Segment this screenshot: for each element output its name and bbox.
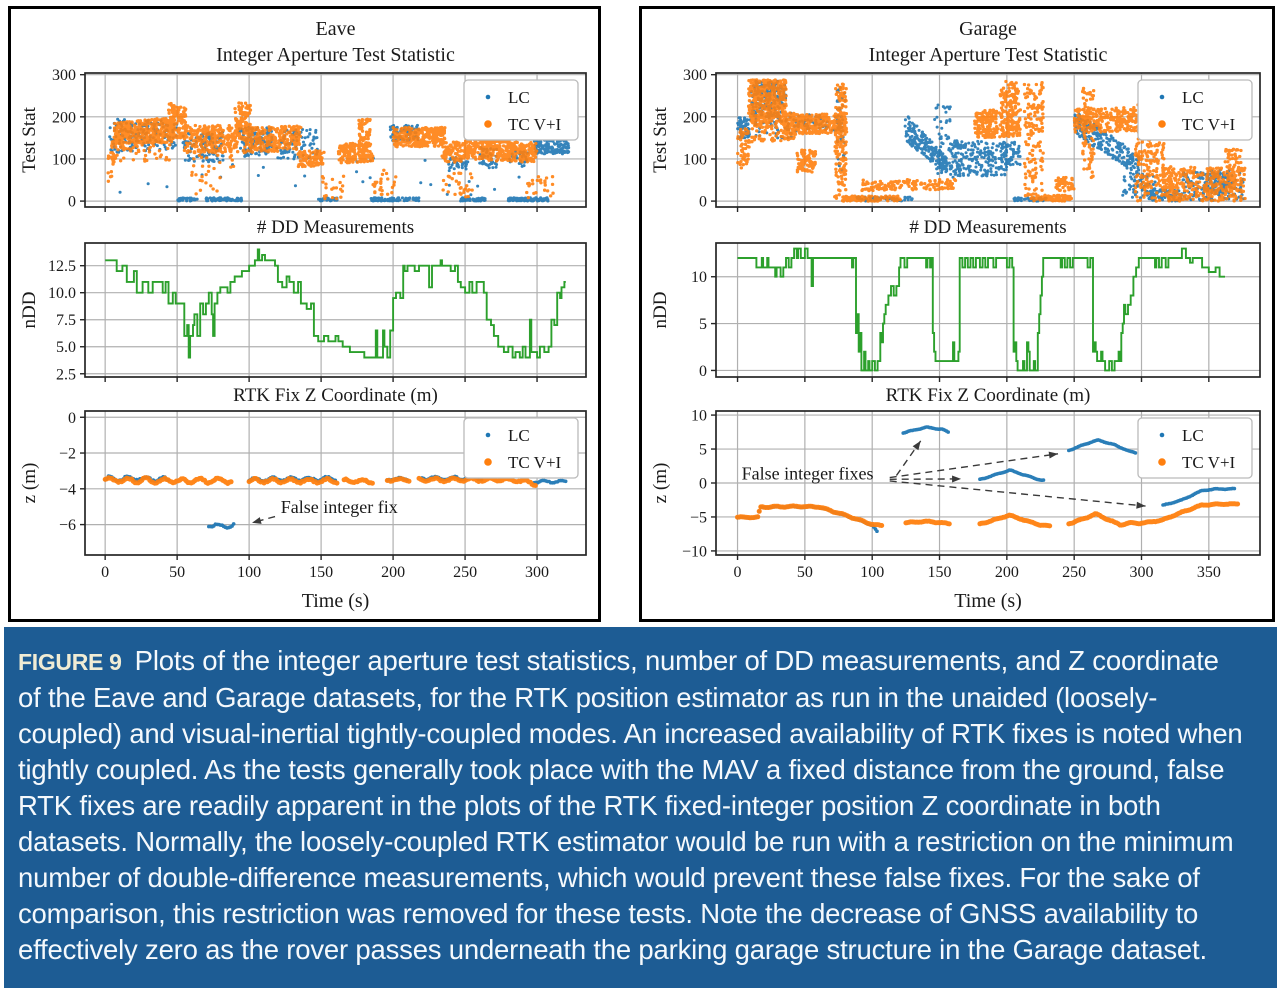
svg-text:5: 5 xyxy=(699,316,707,333)
chart-garage-test-stat: Garage Integer Aperture Test Statistic 0 10… xyxy=(650,18,1261,212)
svg-text:Time (s): Time (s) xyxy=(302,590,370,612)
svg-text:Test Stat: Test Stat xyxy=(19,106,40,172)
svg-text:0: 0 xyxy=(699,476,707,493)
svg-text:0: 0 xyxy=(734,564,742,581)
svg-text:150: 150 xyxy=(928,564,952,581)
svg-text:7.5: 7.5 xyxy=(56,312,76,329)
figure-caption: FIGURE 9 Plots of the integer aperture te… xyxy=(4,627,1277,988)
svg-text:0: 0 xyxy=(699,363,707,380)
svg-text:z (m): z (m) xyxy=(650,463,671,504)
svg-text:2.5: 2.5 xyxy=(56,366,76,383)
svg-text:# DD Measurements: # DD Measurements xyxy=(909,217,1066,238)
svg-text:250: 250 xyxy=(453,564,477,581)
svg-text:10: 10 xyxy=(691,269,707,286)
svg-text:Integer Aperture Test Statisti: Integer Aperture Test Statistic xyxy=(216,44,455,66)
svg-text:False integer fixes: False integer fixes xyxy=(742,464,874,484)
svg-text:LC: LC xyxy=(508,426,530,445)
svg-text:TC V+I: TC V+I xyxy=(508,115,562,134)
svg-text:350: 350 xyxy=(1197,564,1221,581)
svg-text:10: 10 xyxy=(691,408,707,425)
svg-text:5: 5 xyxy=(699,442,707,459)
svg-text:300: 300 xyxy=(52,67,76,84)
svg-text:300: 300 xyxy=(525,564,549,581)
svg-text:TC V+I: TC V+I xyxy=(1182,453,1236,472)
chart-eave-test-stat: Eave Integer Aperture Test Statistic 0 100 2… xyxy=(19,18,587,212)
svg-text:10.0: 10.0 xyxy=(48,285,76,302)
svg-text:Eave: Eave xyxy=(316,18,356,40)
caption-text: Plots of the integer aperture test stati… xyxy=(18,645,1243,965)
chart-garage-dd-measurements: # DD Measurements 0 5 10 nDD xyxy=(650,217,1261,382)
chart-eave-dd-measurements: # DD Measurements 2.5 5.0 7.5 10.0 12.5 nDD xyxy=(19,217,587,383)
svg-text:nDD: nDD xyxy=(650,292,671,329)
svg-text:0: 0 xyxy=(699,194,707,211)
svg-text:−4: −4 xyxy=(59,481,76,498)
svg-text:100: 100 xyxy=(683,151,707,168)
panel-eave: Eave Integer Aperture Test Statistic 0 100 2… xyxy=(8,6,601,622)
svg-text:0: 0 xyxy=(68,410,76,427)
svg-text:0: 0 xyxy=(101,564,109,581)
svg-text:300: 300 xyxy=(1130,564,1154,581)
svg-text:50: 50 xyxy=(169,564,185,581)
svg-text:12.5: 12.5 xyxy=(48,258,76,275)
svg-text:nDD: nDD xyxy=(19,292,40,329)
svg-text:100: 100 xyxy=(52,151,76,168)
svg-text:250: 250 xyxy=(1062,564,1086,581)
svg-text:150: 150 xyxy=(309,564,333,581)
chart-eave-rtk-z: RTK Fix Z Coordinate (m) 0 −2 −4 −6 0 50 100 150… xyxy=(19,385,587,612)
svg-text:200: 200 xyxy=(995,564,1019,581)
svg-text:Test Stat: Test Stat xyxy=(650,106,671,172)
panel-garage: Garage Integer Aperture Test Statistic 0 10… xyxy=(639,6,1275,622)
svg-text:RTK Fix Z Coordinate (m): RTK Fix Z Coordinate (m) xyxy=(886,385,1091,406)
svg-text:# DD Measurements: # DD Measurements xyxy=(257,217,414,238)
svg-text:LC: LC xyxy=(1182,88,1204,107)
svg-text:Time (s): Time (s) xyxy=(954,590,1022,612)
svg-text:0: 0 xyxy=(68,194,76,211)
svg-text:−6: −6 xyxy=(59,517,76,534)
svg-text:Integer Aperture Test Statisti: Integer Aperture Test Statistic xyxy=(869,44,1108,66)
caption-label: FIGURE 9 xyxy=(18,649,122,675)
svg-text:100: 100 xyxy=(860,564,884,581)
svg-text:300: 300 xyxy=(683,67,707,84)
svg-text:TC V+I: TC V+I xyxy=(508,453,562,472)
svg-text:200: 200 xyxy=(683,109,707,126)
svg-text:Garage: Garage xyxy=(959,18,1017,40)
svg-text:LC: LC xyxy=(1182,426,1204,445)
svg-text:50: 50 xyxy=(797,564,813,581)
svg-text:−5: −5 xyxy=(690,509,707,526)
svg-text:RTK Fix Z Coordinate (m): RTK Fix Z Coordinate (m) xyxy=(233,385,438,406)
svg-text:5.0: 5.0 xyxy=(56,339,76,356)
svg-text:z (m): z (m) xyxy=(19,463,40,504)
svg-text:200: 200 xyxy=(381,564,405,581)
svg-text:−2: −2 xyxy=(59,446,76,463)
svg-text:LC: LC xyxy=(508,88,530,107)
svg-text:−10: −10 xyxy=(682,543,707,560)
svg-text:100: 100 xyxy=(237,564,261,581)
svg-text:TC V+I: TC V+I xyxy=(1182,115,1236,134)
svg-text:200: 200 xyxy=(52,109,76,126)
svg-text:False integer fix: False integer fix xyxy=(281,497,398,517)
